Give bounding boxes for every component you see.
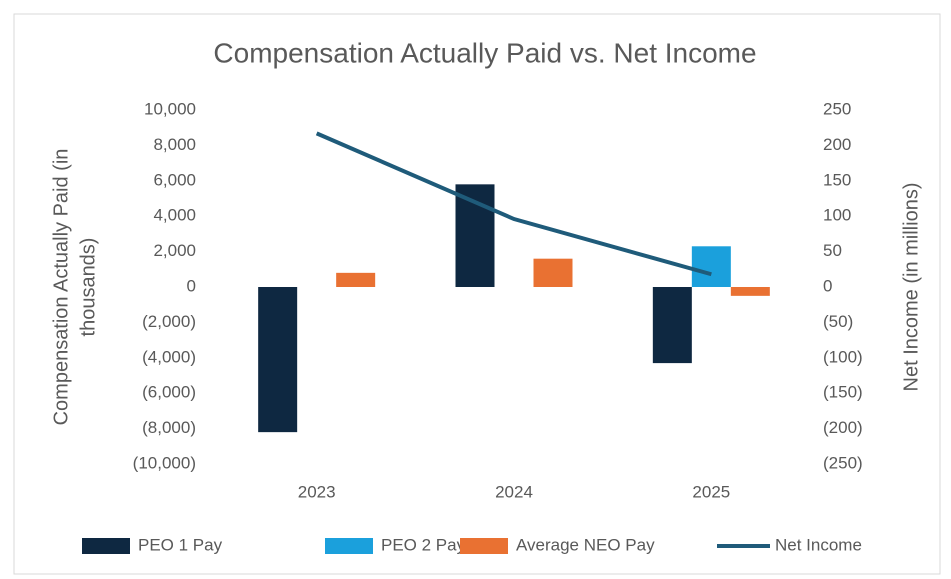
y2-tick-label: (150) (823, 383, 863, 402)
y2-tick-label: (250) (823, 453, 863, 472)
y-axis-title: thousands) (77, 238, 99, 337)
bar (258, 287, 298, 433)
y-tick-label: (8,000) (142, 418, 196, 437)
y2-tick-label: 250 (823, 99, 851, 118)
y-tick-label: 0 (187, 276, 196, 295)
bar (652, 287, 692, 364)
chart-border (13, 13, 941, 575)
line (315, 131, 712, 277)
y2-axis-title: Net Income (in millions) (900, 183, 922, 392)
legend-swatch (460, 538, 508, 554)
y-tick-label: (6,000) (142, 383, 196, 402)
bar (533, 258, 573, 287)
chart-title: Compensation Actually Paid vs. Net Incom… (213, 37, 756, 68)
y-tick-label: (10,000) (133, 453, 196, 472)
y-tick-label: 4,000 (153, 206, 196, 225)
y2-tick-label: 200 (823, 135, 851, 154)
y-tick-label: (2,000) (142, 312, 196, 331)
x-tick-label: 2023 (298, 482, 336, 501)
x-tick-label: 2024 (495, 482, 533, 501)
y-tick-label: 2,000 (153, 241, 196, 260)
y2-tick-label: 100 (823, 206, 851, 225)
bar (730, 287, 770, 296)
x-tick-label: 2025 (692, 482, 730, 501)
y2-tick-label: (200) (823, 418, 863, 437)
bar (691, 246, 731, 287)
legend-label: Average NEO Pay (516, 535, 655, 554)
legend-label: PEO 2 Pay (381, 535, 466, 554)
y-tick-label: 6,000 (153, 170, 196, 189)
y2-tick-label: 0 (823, 276, 832, 295)
bar (455, 184, 495, 287)
y-axis-title: Compensation Actually Paid (in (50, 149, 72, 426)
legend-swatch (325, 538, 373, 554)
y2-tick-label: 150 (823, 170, 851, 189)
legend-label: Net Income (775, 535, 862, 554)
y2-tick-label: (50) (823, 312, 853, 331)
y-tick-label: 10,000 (144, 99, 196, 118)
y-tick-label: (4,000) (142, 347, 196, 366)
legend-swatch (82, 538, 130, 554)
legend-label: PEO 1 Pay (138, 535, 223, 554)
bar (336, 272, 376, 287)
y2-tick-label: (100) (823, 347, 863, 366)
y-tick-label: 8,000 (153, 135, 196, 154)
y2-tick-label: 50 (823, 241, 842, 260)
